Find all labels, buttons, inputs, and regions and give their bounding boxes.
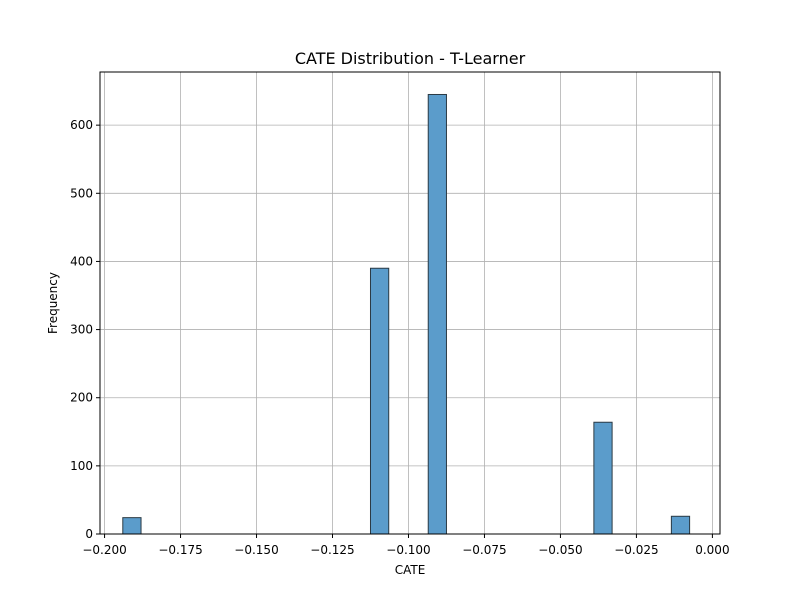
y-axis-label: Frequency	[46, 272, 60, 334]
y-tick-label: 300	[70, 323, 93, 337]
x-tick-label: −0.125	[310, 543, 354, 557]
y-tick-label: 0	[85, 527, 93, 541]
x-axis-ticks: −0.200 −0.175 −0.150 −0.125 −0.100 −0.075 −0.0…	[82, 534, 730, 557]
histogram-bar	[122, 517, 142, 535]
y-tick-label: 400	[70, 254, 93, 268]
chart-title: CATE Distribution - T-Learner	[295, 49, 526, 68]
plot-area-frame	[99, 71, 721, 535]
y-tick-label: 200	[70, 391, 93, 405]
x-tick-label: −0.200	[82, 543, 126, 557]
x-axis-label: CATE	[395, 563, 426, 577]
y-axis-ticks: 0 100 200 300 400 500 600	[70, 118, 100, 541]
x-tick-label: −0.025	[614, 543, 658, 557]
x-tick-label: −0.150	[234, 543, 278, 557]
x-tick-label: 0.000	[695, 543, 729, 557]
x-tick-label: −0.100	[386, 543, 430, 557]
y-tick-label: 600	[70, 118, 93, 132]
histogram-bar	[670, 515, 691, 535]
histogram-bar	[593, 421, 613, 535]
y-tick-label: 100	[70, 459, 93, 473]
histogram-bar	[427, 93, 447, 535]
x-tick-label: −0.075	[462, 543, 506, 557]
histogram-bar	[369, 267, 390, 535]
grid-lines	[100, 72, 720, 535]
x-tick-label: −0.050	[538, 543, 582, 557]
y-tick-label: 500	[70, 186, 93, 200]
histogram-bars	[122, 93, 691, 535]
x-tick-label: −0.175	[158, 543, 202, 557]
